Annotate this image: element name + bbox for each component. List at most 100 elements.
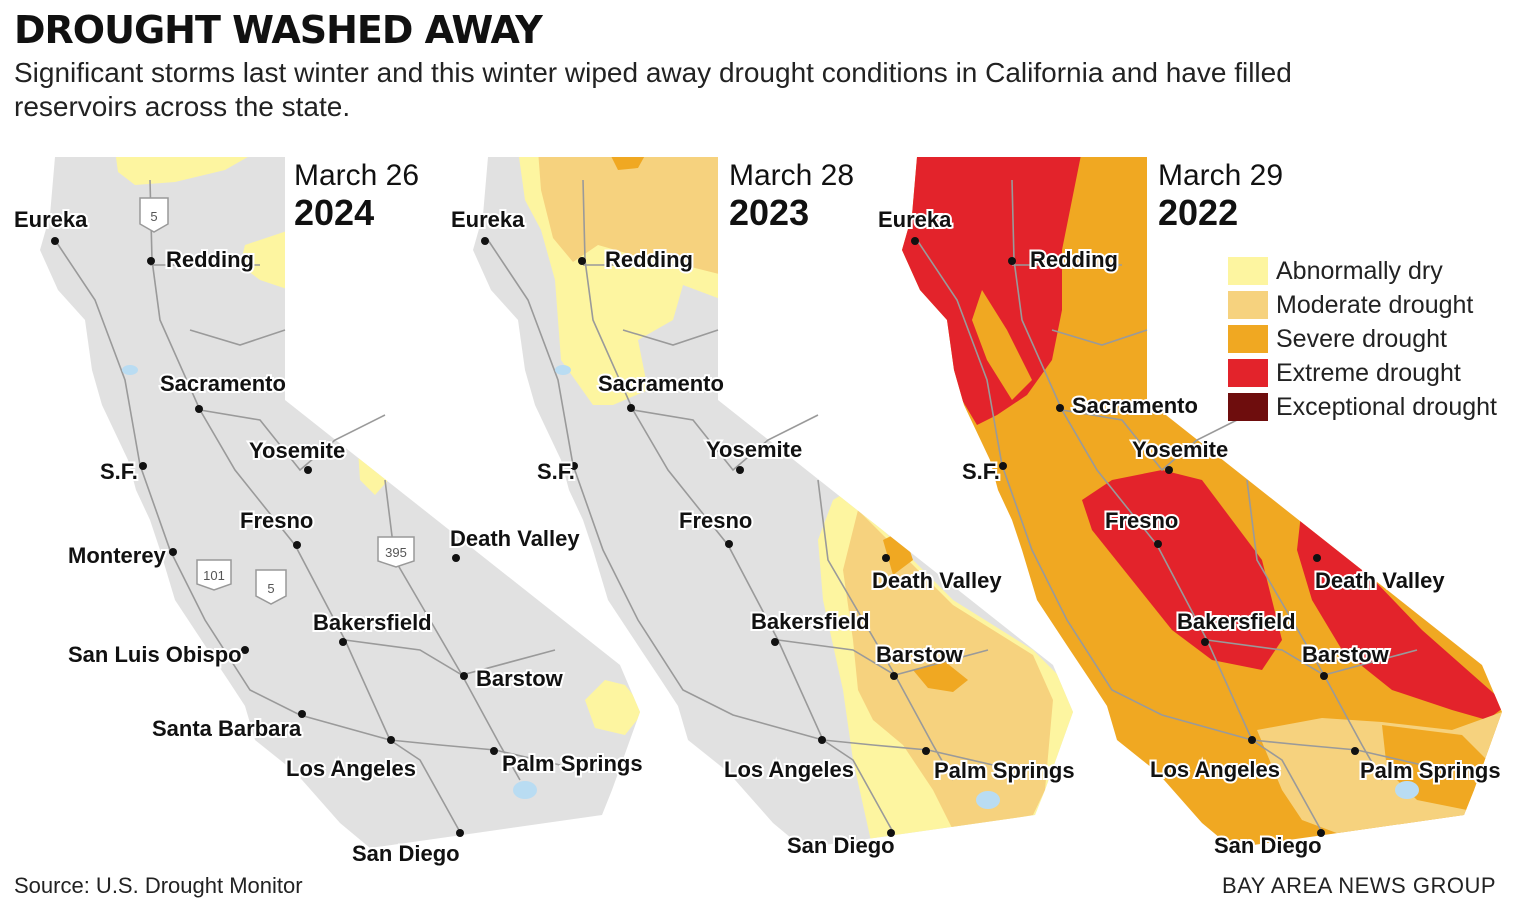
map-2023: March 28 2023 Eureka Redding Sacramento … — [449, 157, 1077, 860]
city-dot — [818, 736, 826, 744]
city-label-san-diego: San Diego — [1214, 833, 1322, 858]
interstate-5-shield: 5 — [255, 569, 287, 605]
city-label-yosemite: Yosemite — [1132, 437, 1228, 462]
city-dot — [241, 646, 249, 654]
city-dot — [578, 257, 586, 265]
city-dot — [1201, 638, 1209, 646]
legend-label: Severe drought — [1276, 324, 1447, 353]
city-label-sf: S.F. — [537, 459, 575, 484]
city-markers: Eureka Redding Sacramento S.F. Yosemite … — [449, 205, 1077, 860]
city-markers: Eureka Redding Sacramento S.F. Yosemite … — [876, 205, 1503, 860]
city-label-death-valley: Death Valley — [450, 526, 580, 551]
city-label-eureka: Eureka — [14, 207, 88, 232]
city-label-yosemite: Yosemite — [706, 437, 802, 462]
city-dot — [999, 462, 1007, 470]
drought-areas — [115, 157, 640, 735]
city-dot — [195, 405, 203, 413]
city-dot — [452, 554, 460, 562]
legend-item-abnormally-dry: Abnormally dry — [1228, 254, 1497, 288]
severe-drought-area — [913, 660, 968, 692]
city-dot — [293, 541, 301, 549]
city-label-bakersfield: Bakersfield — [313, 610, 432, 635]
city-dot — [456, 829, 464, 837]
city-label-sacramento: Sacramento — [598, 371, 724, 396]
water-bodies — [122, 365, 537, 799]
city-dot — [1008, 257, 1016, 265]
water-bodies — [1395, 781, 1419, 799]
legend-item-severe-drought: Severe drought — [1228, 322, 1497, 356]
city-label-redding: Redding — [605, 247, 693, 272]
water-bodies — [555, 365, 1000, 809]
city-label-san-diego: San Diego — [787, 833, 895, 858]
legend-label: Exceptional drought — [1276, 392, 1497, 421]
city-dot — [1317, 829, 1325, 837]
city-dot — [882, 554, 890, 562]
map-date: March 28 — [729, 159, 854, 192]
city-dot — [304, 466, 312, 474]
shield-label: 101 — [203, 568, 225, 583]
abnormally-dry-area — [240, 230, 290, 290]
severe-drought-area — [972, 290, 1032, 400]
highway-network — [916, 179, 1423, 833]
city-dot — [1320, 672, 1328, 680]
city-label-palm-springs: Palm Springs — [502, 751, 643, 776]
abnormally-dry-area — [585, 680, 640, 735]
city-dot — [1248, 736, 1256, 744]
graphic-title: DROUGHT WASHED AWAY — [14, 8, 543, 52]
city-label-redding: Redding — [166, 247, 254, 272]
city-label-sacramento: Sacramento — [160, 371, 286, 396]
city-dot — [169, 548, 177, 556]
map-date: March 29 — [1158, 159, 1283, 192]
city-label-santa-barbara: Santa Barbara — [152, 716, 302, 741]
city-label-bakersfield: Bakersfield — [1177, 609, 1296, 634]
city-dot — [51, 237, 59, 245]
interstate-5-shield: 5 — [139, 197, 169, 233]
city-dot — [911, 237, 919, 245]
abnormally-dry-area — [115, 157, 260, 185]
city-label-death-valley: Death Valley — [1315, 568, 1445, 593]
city-dot — [771, 638, 779, 646]
shield-label: 5 — [267, 581, 274, 596]
graphic-subtitle: Significant storms last winter and this … — [14, 57, 1292, 122]
legend-swatch — [1228, 359, 1268, 387]
city-dot — [627, 404, 635, 412]
city-dot — [736, 466, 744, 474]
city-label-barstow: Barstow — [876, 642, 964, 667]
us-101-shield: 101 — [196, 559, 232, 591]
highway-shields: 5 101 5 395 — [139, 197, 415, 605]
map-2024: 5 101 5 395 March 26 2024 Eureka Redding… — [12, 157, 645, 868]
legend-label: Moderate drought — [1276, 290, 1474, 319]
map-year: 2022 — [1158, 192, 1238, 233]
city-label-eureka: Eureka — [878, 207, 952, 232]
source-note: Source: U.S. Drought Monitor — [14, 873, 303, 898]
city-dot — [1313, 554, 1321, 562]
legend-item-moderate-drought: Moderate drought — [1228, 288, 1497, 322]
extreme-drought-area — [1082, 470, 1282, 670]
city-dot — [339, 638, 347, 646]
legend-swatch — [1228, 325, 1268, 353]
city-label-redding: Redding — [1030, 247, 1118, 272]
city-dot — [1165, 466, 1173, 474]
legend-item-exceptional-drought: Exceptional drought — [1228, 390, 1497, 424]
city-dot — [147, 257, 155, 265]
legend-label: Extreme drought — [1276, 358, 1461, 387]
city-label-fresno: Fresno — [1105, 508, 1178, 533]
city-label-los-angeles: Los Angeles — [1150, 757, 1280, 782]
city-dot — [922, 747, 930, 755]
drought-legend: Abnormally dry Moderate drought Severe d… — [1228, 254, 1497, 424]
city-label-san-luis-obispo: San Luis Obispo — [68, 642, 242, 667]
city-dot — [725, 540, 733, 548]
city-label-bakersfield: Bakersfield — [751, 609, 870, 634]
us-395-shield: 395 — [377, 536, 415, 568]
map-year: 2023 — [729, 192, 809, 233]
city-label-san-diego: San Diego — [352, 841, 460, 866]
city-label-los-angeles: Los Angeles — [286, 756, 416, 781]
shield-label: 5 — [150, 209, 157, 224]
city-dot — [887, 829, 895, 837]
severe-drought-area — [608, 157, 648, 170]
legend-swatch — [1228, 291, 1268, 319]
city-label-eureka: Eureka — [451, 207, 525, 232]
city-dot — [1154, 540, 1162, 548]
legend-swatch — [1228, 393, 1268, 421]
